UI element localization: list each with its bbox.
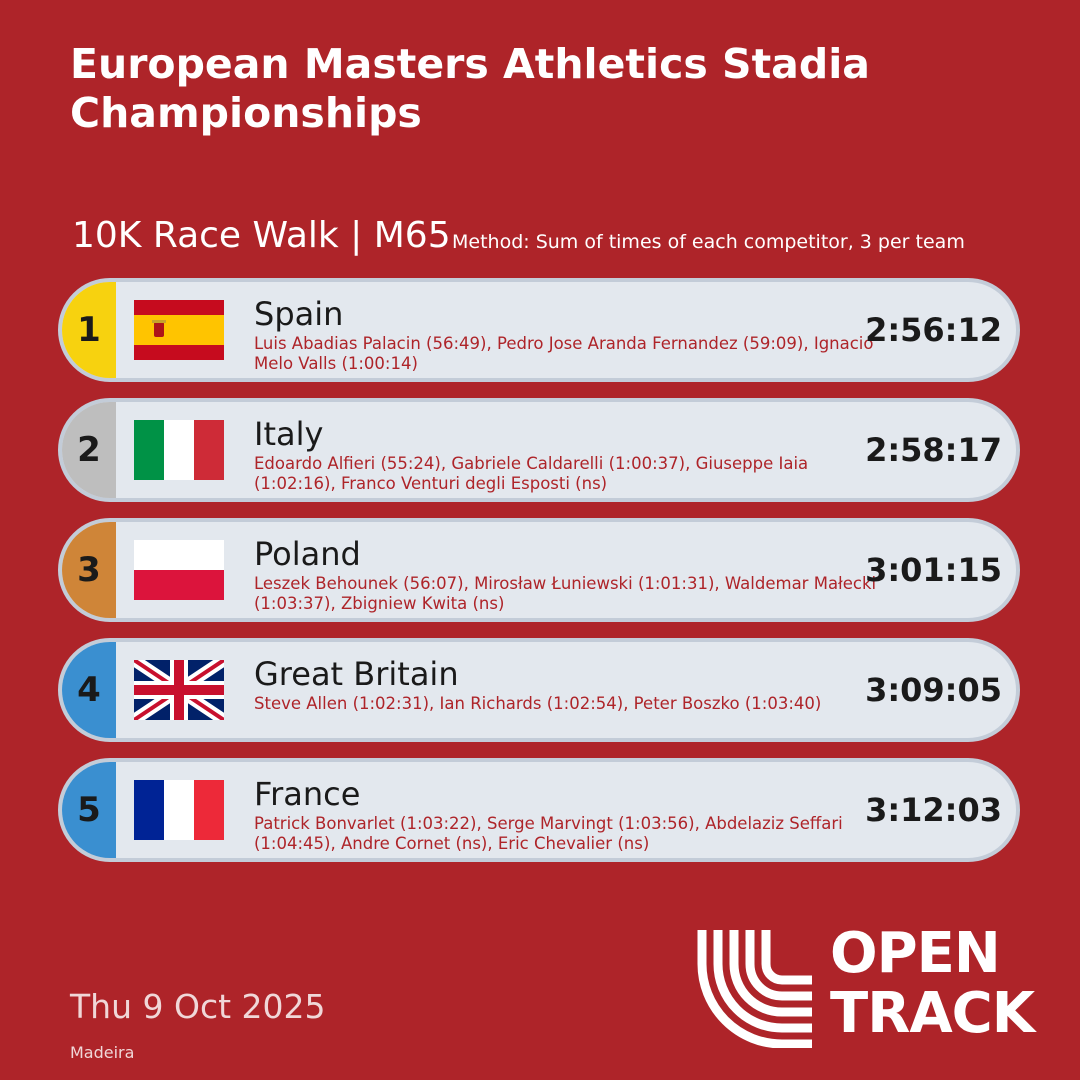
result-row: 3 Poland Leszek Behounek (56:07), Mirosł… — [58, 518, 1020, 622]
team-members: Luis Abadias Palacin (56:49), Pedro Jose… — [254, 334, 874, 373]
event-venue: Madeira — [70, 1043, 135, 1062]
rank-badge: 1 — [62, 282, 116, 378]
country-name: Poland — [254, 535, 361, 573]
rank-badge: 2 — [62, 402, 116, 498]
team-time: 2:58:17 — [865, 431, 1002, 469]
result-row: 5 France Patrick Bonvarlet (1:03:22), Se… — [58, 758, 1020, 862]
team-members: Edoardo Alfieri (55:24), Gabriele Caldar… — [254, 454, 809, 493]
scoring-method: Method: Sum of times of each competitor,… — [452, 231, 965, 253]
spain-flag-icon — [134, 300, 224, 360]
event-date: Thu 9 Oct 2025 — [70, 987, 326, 1026]
france-flag-icon — [134, 780, 224, 840]
rank-badge: 3 — [62, 522, 116, 618]
team-members: Leszek Behounek (56:07), Mirosław Łuniew… — [254, 574, 877, 613]
italy-flag-icon — [134, 420, 224, 480]
country-name: Great Britain — [254, 655, 459, 693]
uk-flag-icon — [134, 660, 224, 720]
track-lanes-icon — [697, 930, 812, 1048]
result-row: 2 Italy Edoardo Alfieri (55:24), Gabriel… — [58, 398, 1020, 502]
team-members: Steve Allen (1:02:31), Ian Richards (1:0… — [254, 694, 822, 713]
country-name: France — [254, 775, 361, 813]
team-time: 3:01:15 — [865, 551, 1002, 589]
country-name: Italy — [254, 415, 324, 453]
page-title: European Masters Athletics Stadia Champi… — [70, 40, 870, 137]
team-members: Patrick Bonvarlet (1:03:22), Serge Marvi… — [254, 814, 843, 853]
team-time: 3:09:05 — [865, 671, 1002, 709]
result-row: 4 Great Britain Steve Allen (1:02:31), I… — [58, 638, 1020, 742]
rank-badge: 4 — [62, 642, 116, 738]
team-time: 2:56:12 — [865, 311, 1002, 349]
country-name: Spain — [254, 295, 344, 333]
event-name: 10K Race Walk | M65 — [72, 215, 451, 256]
opentrack-logo: OPEN TRACK — [694, 924, 1044, 1048]
rank-badge: 5 — [62, 762, 116, 858]
team-time: 3:12:03 — [865, 791, 1002, 829]
logo-line-open: OPEN — [830, 921, 1001, 986]
result-row: 1 Spain Luis Abadias Palacin (56:49), Pe… — [58, 278, 1020, 382]
poland-flag-icon — [134, 540, 224, 600]
logo-line-track: TRACK — [830, 981, 1035, 1046]
logo-wordmark: OPEN TRACK — [830, 921, 1035, 1046]
